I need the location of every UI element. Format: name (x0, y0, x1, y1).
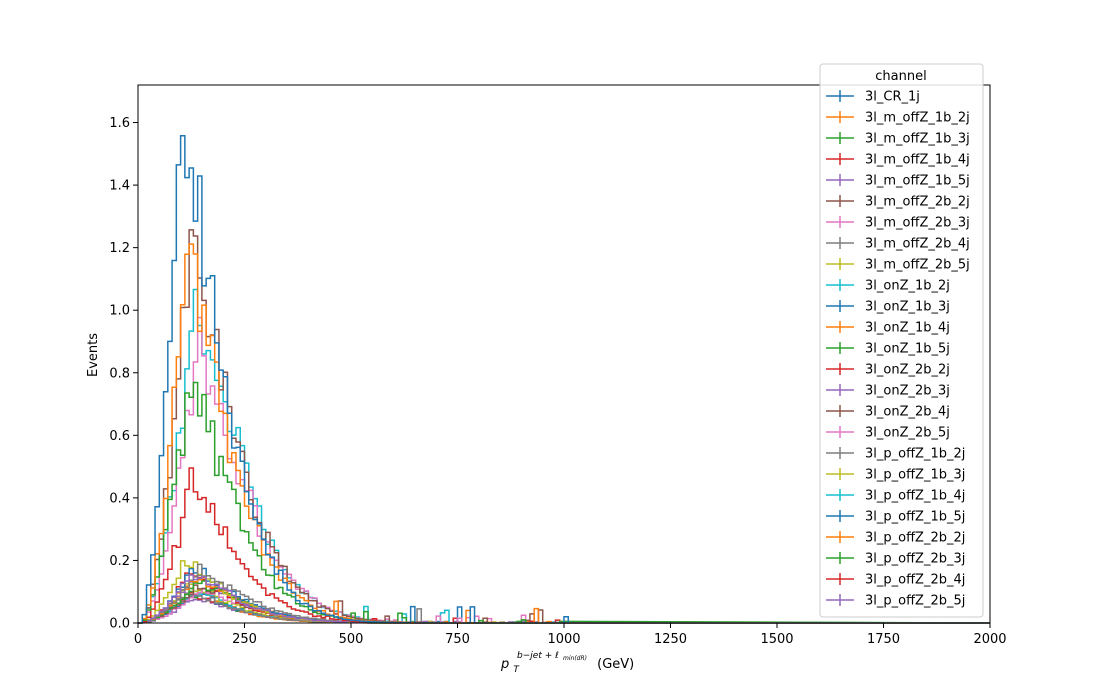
legend-entry: 3l_m_offZ_2b_3j (826, 216, 970, 231)
legend-label: 3l_p_offZ_2b_5j (865, 594, 965, 609)
legend-label: 3l_onZ_2b_5j (865, 426, 950, 441)
legend-title: channel (875, 69, 926, 84)
legend-label: 3l_p_offZ_2b_2j (865, 531, 965, 546)
legend-label: 3l_p_offZ_1b_3j (865, 468, 965, 483)
y-axis: 0.0 0.2 0.4 0.6 0.8 1.0 1.2 1.4 1.6 (109, 116, 138, 632)
legend-entry: 3l_p_offZ_2b_5j (826, 594, 965, 609)
legend-label: 3l_m_offZ_2b_4j (865, 237, 970, 252)
legend-entry: 3l_m_offZ_2b_5j (826, 258, 970, 273)
legend-entry: 3l_p_offZ_2b_4j (826, 573, 965, 588)
series-spike (520, 619, 527, 623)
legend-label: 3l_onZ_2b_3j (865, 384, 950, 399)
x-tick-label: 750 (445, 632, 470, 647)
legend-label: 3l_onZ_1b_4j (865, 321, 950, 336)
x-tick-label: 0 (134, 632, 142, 647)
series-line-3l_CR_1j (138, 134, 990, 624)
legend-label: 3l_m_offZ_2b_5j (865, 258, 970, 273)
series-spike (563, 615, 570, 623)
legend-entry: 3l_m_offZ_1b_3j (826, 132, 970, 147)
legend-label: 3l_m_offZ_1b_4j (865, 153, 970, 168)
y-tick-label: 0.6 (109, 429, 130, 444)
y-tick-label: 1.2 (109, 241, 130, 256)
x-tick-label: 1000 (547, 632, 580, 647)
legend-label: 3l_p_offZ_1b_4j (865, 489, 965, 504)
x-tick-label: 1250 (654, 632, 687, 647)
legend-entry: 3l_onZ_2b_3j (826, 384, 950, 399)
legend-entries: 3l_CR_1j 3l_m_offZ_1b_2j 3l_m_offZ_1b_3j 3l… (826, 90, 970, 609)
series-spike (416, 608, 423, 623)
y-tick-label: 0.4 (109, 491, 130, 506)
x-tick-label: 1750 (867, 632, 900, 647)
legend-entry: 3l_p_offZ_1b_2j (826, 447, 965, 462)
legend-entry: 3l_onZ_2b_2j (826, 363, 950, 378)
legend-entry: 3l_onZ_1b_5j (826, 342, 950, 357)
x-axis: 0 250 500 750 1000 1250 1500 1750 2000 (134, 623, 1007, 647)
legend-label: 3l_p_offZ_2b_4j (865, 573, 965, 588)
y-tick-label: 1.0 (109, 304, 130, 319)
legend-label: 3l_onZ_1b_2j (865, 279, 950, 294)
legend-entry: 3l_onZ_1b_2j (826, 279, 950, 294)
x-tick-label: 500 (339, 632, 364, 647)
legend-label: 3l_onZ_1b_5j (865, 342, 950, 357)
x-axis-label-sup-sub: min(dR) (563, 655, 587, 662)
y-tick-label: 0.2 (109, 554, 130, 569)
legend-box (819, 63, 984, 618)
x-axis-label-main: p (500, 657, 509, 672)
legend-entry: 3l_m_offZ_1b_4j (826, 153, 970, 168)
legend: channel 3l_CR_1j 3l_m_offZ_1b_2j 3l_m_offZ… (819, 63, 984, 618)
series-line-3l_m_offZ_2b_2j (138, 229, 990, 624)
y-tick-label: 0.8 (109, 366, 130, 381)
legend-entry: 3l_p_offZ_1b_3j (826, 468, 965, 483)
legend-entry: 3l_p_offZ_1b_5j (826, 510, 965, 525)
legend-entry: 3l_m_offZ_1b_2j (826, 111, 970, 126)
y-tick-label: 1.4 (109, 179, 130, 194)
legend-entry: 3l_CR_1j (826, 90, 920, 105)
legend-label: 3l_CR_1j (865, 90, 920, 105)
legend-label: 3l_m_offZ_1b_3j (865, 132, 970, 147)
x-axis-label-sup: b−jet + ℓ (517, 651, 559, 661)
legend-entry: 3l_p_offZ_2b_2j (826, 531, 965, 546)
legend-label: 3l_onZ_2b_4j (865, 405, 950, 420)
legend-label: 3l_m_offZ_2b_2j (865, 195, 970, 210)
legend-label: 3l_m_offZ_1b_5j (865, 174, 970, 189)
legend-label: 3l_onZ_1b_3j (865, 300, 950, 315)
legend-label: 3l_m_offZ_1b_2j (865, 111, 970, 126)
legend-entry: 3l_onZ_2b_5j (826, 426, 950, 441)
series-spike (456, 617, 463, 623)
x-tick-label: 250 (232, 632, 257, 647)
x-tick-label: 2000 (973, 632, 1006, 647)
legend-entry: 3l_onZ_2b_4j (826, 405, 950, 420)
legend-label: 3l_onZ_2b_2j (865, 363, 950, 378)
x-tick-label: 1500 (760, 632, 793, 647)
legend-entry: 3l_onZ_1b_3j (826, 300, 950, 315)
legend-entry: 3l_onZ_1b_4j (826, 321, 950, 336)
x-axis-label: p T b−jet + ℓ min(dR) (GeV) (500, 647, 634, 676)
legend-label: 3l_m_offZ_2b_3j (865, 216, 970, 231)
x-axis-label-sub: T (513, 665, 520, 675)
legend-entry: 3l_m_offZ_2b_2j (826, 195, 970, 210)
legend-label: 3l_p_offZ_2b_3j (865, 552, 965, 567)
legend-entry: 3l_p_offZ_1b_4j (826, 489, 965, 504)
legend-entry: 3l_m_offZ_2b_4j (826, 237, 970, 252)
y-axis-label: Events (86, 333, 101, 377)
y-tick-label: 1.6 (109, 116, 130, 131)
legend-label: 3l_p_offZ_1b_5j (865, 510, 965, 525)
legend-label: 3l_p_offZ_1b_2j (865, 447, 965, 462)
y-tick-label: 0.0 (109, 617, 130, 632)
legend-entry: 3l_p_offZ_2b_3j (826, 552, 965, 567)
x-axis-label-unit: (GeV) (597, 657, 634, 672)
legend-entry: 3l_m_offZ_1b_5j (826, 174, 970, 189)
